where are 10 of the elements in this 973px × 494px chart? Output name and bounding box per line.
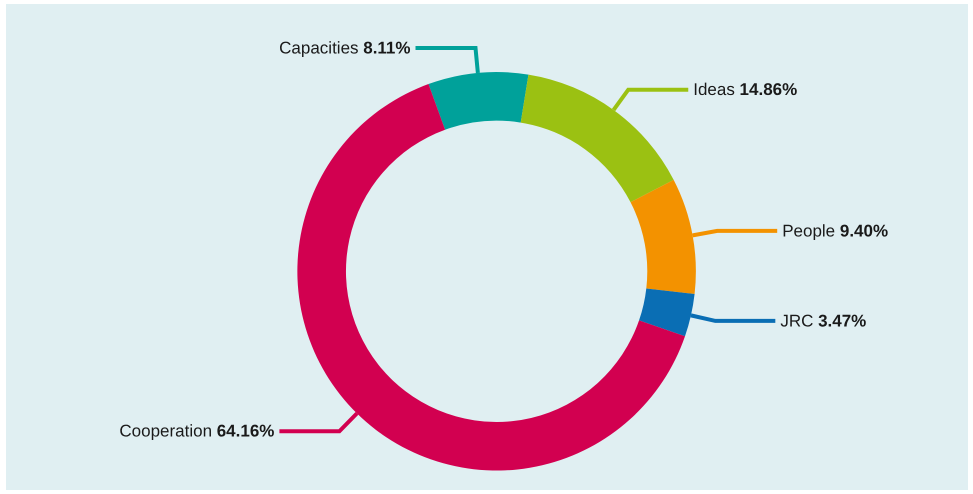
- data-label: 3.47%: [818, 311, 866, 330]
- data-label: 9.40%: [840, 221, 888, 240]
- slice-label: JRC: [780, 311, 814, 330]
- data-label: 64.16%: [216, 422, 274, 441]
- slice-label: Capacities: [279, 38, 359, 58]
- slice-label: Cooperation: [119, 422, 212, 441]
- slice-label: People: [782, 221, 836, 240]
- data-label: 8.11%: [363, 38, 411, 58]
- data-label: 14.86%: [740, 80, 798, 100]
- slice-label: Ideas: [693, 80, 735, 100]
